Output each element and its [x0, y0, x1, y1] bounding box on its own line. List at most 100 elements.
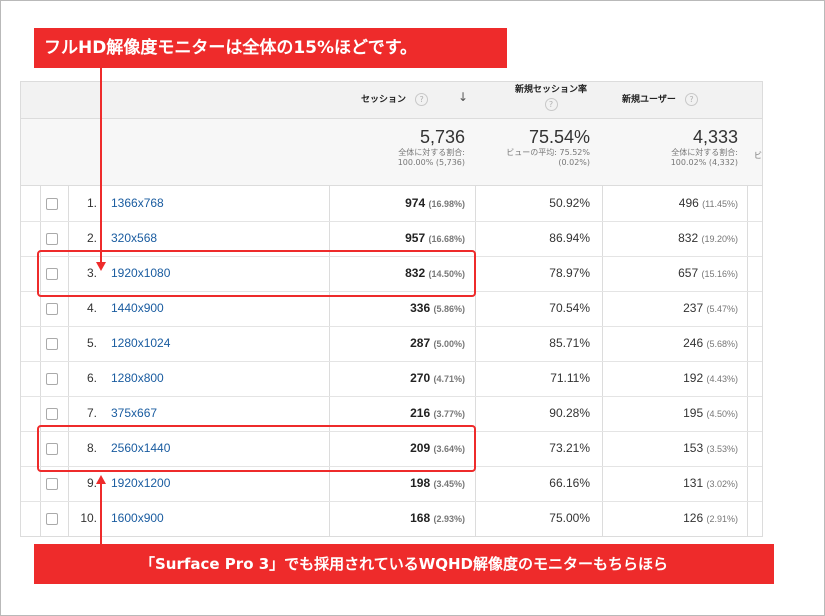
column-divider	[747, 82, 748, 536]
resolution-link[interactable]: 320x568	[111, 231, 158, 245]
sessions-cell: 974 (16.98%)	[405, 196, 465, 210]
users-value: 246	[683, 336, 704, 350]
row-checkbox[interactable]	[46, 303, 58, 315]
header-sessions[interactable]: セッション ?	[361, 92, 429, 106]
sessions-percent: (16.98%)	[428, 199, 465, 209]
new-session-rate-cell: 71.11%	[550, 371, 590, 385]
resolution-link[interactable]: 1920x1080	[111, 266, 171, 280]
total-users-share: 100.02% (4,332)	[670, 158, 738, 167]
new-users-cell: 131 (3.02%)	[683, 476, 738, 490]
header-new-users-label: 新規ユーザー	[622, 95, 676, 105]
new-session-rate-cell: 50.92%	[549, 196, 590, 210]
row-number: 5.	[86, 336, 97, 350]
users-value: 496	[678, 196, 699, 210]
sessions-value: 168	[410, 511, 431, 525]
row-checkbox[interactable]	[46, 373, 58, 385]
header-sessions-label: セッション	[361, 95, 407, 105]
total-new-session-rate: 75.54% ビューの平均: 75.52% (0.02%)	[506, 127, 590, 168]
cutoff-column-text: ビ	[754, 151, 762, 161]
row-checkbox[interactable]	[46, 478, 58, 490]
column-divider	[329, 82, 330, 536]
users-value: 153	[683, 441, 704, 455]
row-checkbox[interactable]	[46, 513, 58, 525]
header-new-users[interactable]: 新規ユーザー ?	[622, 92, 698, 106]
resolution-link[interactable]: 375x667	[111, 406, 158, 420]
sessions-percent: (16.68%)	[428, 234, 465, 244]
resolution-link[interactable]: 2560x1440	[111, 441, 171, 455]
resolution-link[interactable]: 1440x900	[111, 301, 164, 315]
row-number: 4.	[86, 301, 97, 315]
header-new-session-rate-label: 新規セッション率	[514, 85, 587, 95]
sessions-value: 832	[405, 266, 426, 280]
users-percent: (4.43%)	[706, 374, 738, 384]
help-icon[interactable]: ?	[684, 93, 698, 106]
users-percent: (5.68%)	[706, 339, 738, 349]
row-checkbox[interactable]	[46, 268, 58, 280]
table-row: 5. 1280x1024 287 (5.00%) 85.71% 246 (5.68%)	[21, 326, 762, 362]
sessions-percent: (2.93%)	[433, 514, 465, 524]
users-percent: (11.45%)	[702, 199, 738, 209]
sessions-cell: 168 (2.93%)	[410, 511, 465, 525]
users-value: 237	[683, 301, 704, 315]
sessions-value: 216	[410, 406, 431, 420]
sessions-cell: 198 (3.45%)	[410, 476, 465, 490]
totals-row: 5,736 全体に対する割合: 100.00% (5,736) 75.54% ビ…	[21, 119, 762, 186]
sessions-value: 287	[410, 336, 431, 350]
new-users-cell: 237 (5.47%)	[683, 301, 738, 315]
row-checkbox[interactable]	[46, 198, 58, 210]
resolution-link[interactable]: 1280x1024	[111, 336, 171, 350]
table-row: 10. 1600x900 168 (2.93%) 75.00% 126 (2.91%)	[21, 501, 762, 536]
row-checkbox[interactable]	[46, 408, 58, 420]
table-row: 3. 1920x1080 832 (14.50%) 78.97% 657 (15.16%…	[21, 256, 762, 292]
help-icon[interactable]: ?	[544, 98, 558, 111]
sort-down-icon[interactable]: ↓	[458, 90, 469, 104]
analytics-table: セッション ? ↓ 新規セッション率 ? 新規ユーザー ? 5,736 全体に対…	[20, 81, 763, 537]
resolution-link[interactable]: 1280x800	[111, 371, 164, 385]
new-session-rate-cell: 78.97%	[549, 266, 590, 280]
total-sessions-value: 5,736	[419, 127, 465, 147]
users-value: 126	[683, 511, 704, 525]
sessions-cell: 216 (3.77%)	[410, 406, 465, 420]
users-value: 657	[678, 266, 699, 280]
sessions-percent: (14.50%)	[428, 269, 465, 279]
sessions-value: 198	[410, 476, 431, 490]
sessions-value: 957	[405, 231, 426, 245]
table-row: 6. 1280x800 270 (4.71%) 71.11% 192 (4.43%)	[21, 361, 762, 397]
resolution-link[interactable]: 1920x1200	[111, 476, 171, 490]
sessions-value: 336	[410, 301, 431, 315]
table-header: セッション ? ↓ 新規セッション率 ? 新規ユーザー ?	[21, 82, 762, 119]
table-row: 7. 375x667 216 (3.77%) 90.28% 195 (4.50%)	[21, 396, 762, 432]
table-row: 8. 2560x1440 209 (3.64%) 73.21% 153 (3.53%)	[21, 431, 762, 467]
users-value: 131	[683, 476, 704, 490]
sessions-percent: (3.77%)	[433, 409, 465, 419]
total-rate-diff: (0.02%)	[558, 158, 590, 167]
sessions-percent: (3.64%)	[433, 444, 465, 454]
table-row: 4. 1440x900 336 (5.86%) 70.54% 237 (5.47%)	[21, 291, 762, 327]
total-sessions-label: 全体に対する割合:	[398, 148, 465, 157]
resolution-link[interactable]: 1366x768	[111, 196, 164, 210]
total-sessions: 5,736 全体に対する割合: 100.00% (5,736)	[398, 127, 465, 168]
highlight-row-3	[37, 250, 476, 297]
users-percent: (4.50%)	[706, 409, 738, 419]
row-checkbox[interactable]	[46, 338, 58, 350]
row-number: 9.	[86, 476, 97, 490]
cutoff-label: ビ	[754, 151, 762, 160]
new-session-rate-cell: 66.16%	[549, 476, 590, 490]
row-checkbox[interactable]	[46, 443, 58, 455]
sessions-cell: 270 (4.71%)	[410, 371, 465, 385]
help-icon[interactable]: ?	[415, 93, 429, 106]
column-divider	[68, 82, 69, 536]
total-new-users: 4,333 全体に対する割合: 100.02% (4,332)	[671, 127, 738, 168]
new-users-cell: 192 (4.43%)	[683, 371, 738, 385]
bottom-annotation-text: 「Surface Pro 3」でも採用されているWQHD解像度のモニターもちらほ…	[139, 555, 669, 573]
new-session-rate-cell: 70.54%	[549, 301, 590, 315]
new-users-cell: 246 (5.68%)	[683, 336, 738, 350]
total-users-value: 4,333	[692, 127, 738, 147]
row-number: 6.	[86, 371, 97, 385]
users-value: 195	[683, 406, 704, 420]
sessions-value: 974	[405, 196, 426, 210]
row-checkbox[interactable]	[46, 233, 58, 245]
resolution-link[interactable]: 1600x900	[111, 511, 164, 525]
users-percent: (3.02%)	[706, 479, 738, 489]
header-new-session-rate[interactable]: 新規セッション率 ?	[491, 82, 611, 111]
